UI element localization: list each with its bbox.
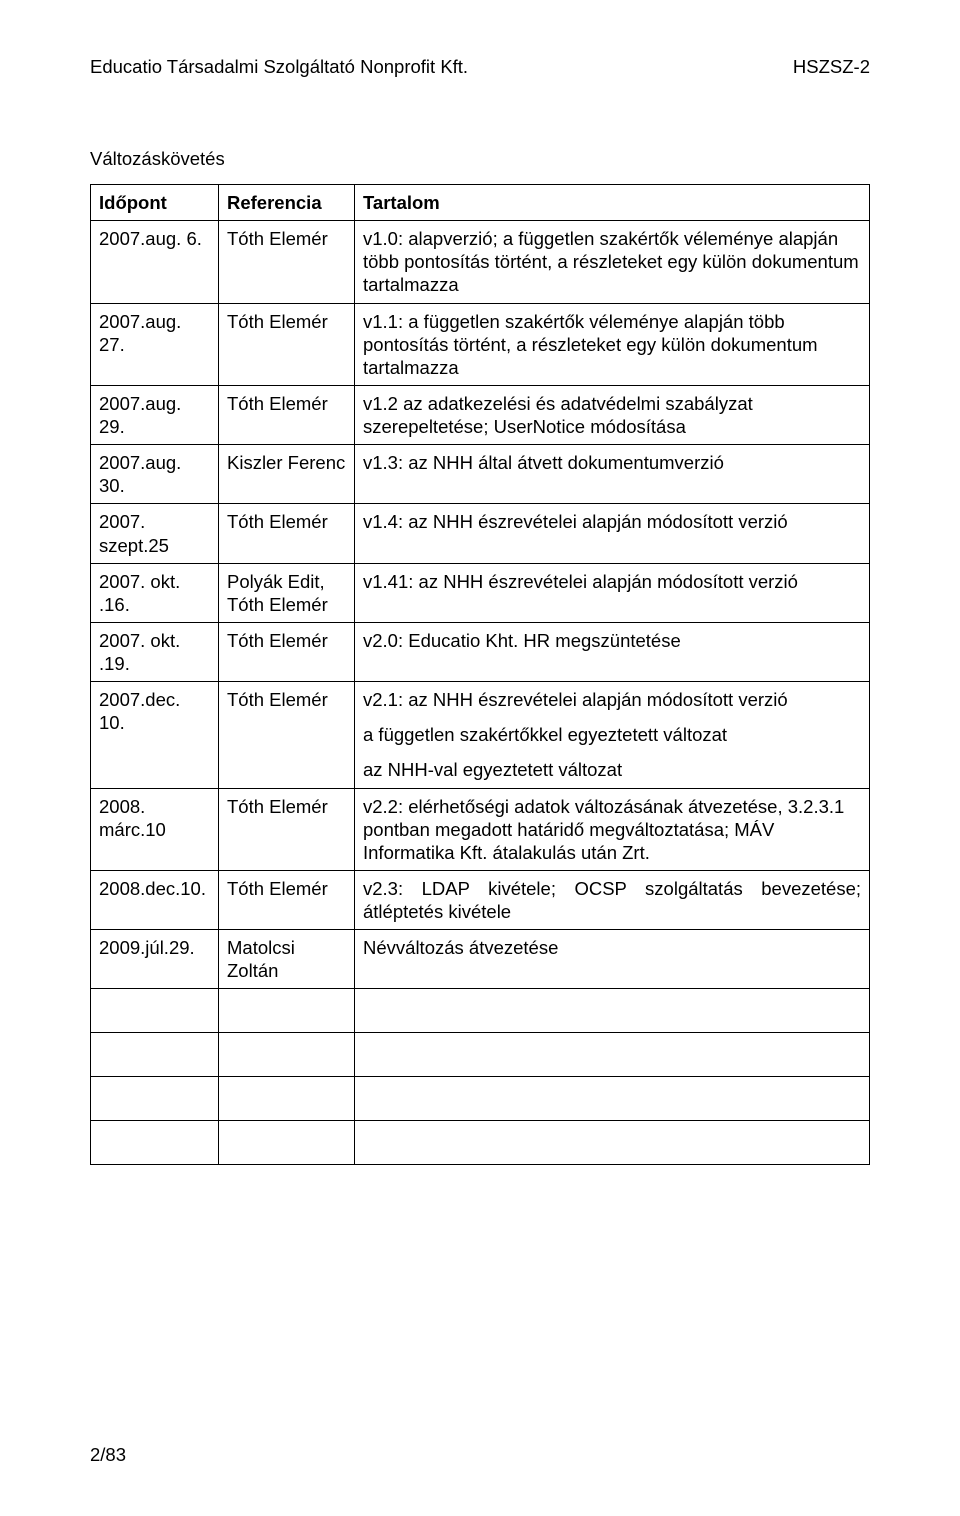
cell-date: 2008. márc.10 <box>91 788 219 870</box>
cell-empty <box>219 1121 355 1165</box>
table-row: 2007. okt. .16.Polyák Edit, Tóth Elemérv… <box>91 563 870 622</box>
cell-empty <box>91 989 219 1033</box>
table-row <box>91 1121 870 1165</box>
table-row: 2008.dec.10.Tóth Elemérv2.3: LDAP kivéte… <box>91 870 870 929</box>
cell-empty <box>355 1033 870 1077</box>
section-title: Változáskövetés <box>90 148 870 170</box>
cell-ref: Polyák Edit, Tóth Elemér <box>219 563 355 622</box>
table-row: 2008. márc.10Tóth Elemérv2.2: elérhetősé… <box>91 788 870 870</box>
table-row: 2007.aug. 27.Tóth Elemérv1.1: a függetle… <box>91 303 870 385</box>
cell-date: 2008.dec.10. <box>91 870 219 929</box>
table-row: 2007.aug. 30.Kiszler Ferencv1.3: az NHH … <box>91 445 870 504</box>
cell-empty <box>355 1077 870 1121</box>
cell-content: v2.3: LDAP kivétele; OCSP szolgáltatás b… <box>355 870 870 929</box>
cell-empty <box>219 1077 355 1121</box>
cell-ref: Tóth Elemér <box>219 622 355 681</box>
cell-empty <box>91 1077 219 1121</box>
cell-date: 2007. okt. .19. <box>91 622 219 681</box>
table-row: 2007.aug. 29.Tóth Elemérv1.2 az adatkeze… <box>91 385 870 444</box>
cell-content: v2.2: elérhetőségi adatok változásának á… <box>355 788 870 870</box>
cell-date: 2007.aug. 30. <box>91 445 219 504</box>
cell-ref: Tóth Elemér <box>219 303 355 385</box>
col-header-date: Időpont <box>91 185 219 221</box>
cell-empty <box>219 989 355 1033</box>
table-row <box>91 989 870 1033</box>
cell-empty <box>219 1033 355 1077</box>
table-row: 2007.dec. 10.Tóth Elemérv2.1: az NHH ész… <box>91 682 870 788</box>
cell-date: 2009.júl.29. <box>91 930 219 989</box>
cell-content: v1.1: a független szakértők véleménye al… <box>355 303 870 385</box>
col-header-ref: Referencia <box>219 185 355 221</box>
changelog-table: Időpont Referencia Tartalom 2007.aug. 6.… <box>90 184 870 1165</box>
cell-ref: Tóth Elemér <box>219 682 355 788</box>
cell-ref: Matolcsi Zoltán <box>219 930 355 989</box>
cell-ref: Tóth Elemér <box>219 870 355 929</box>
cell-date: 2007.aug. 27. <box>91 303 219 385</box>
table-row <box>91 1033 870 1077</box>
table-row: 2007.aug. 6.Tóth Elemérv1.0: alapverzió;… <box>91 221 870 303</box>
cell-content: v2.1: az NHH észrevételei alapján módosí… <box>355 682 870 788</box>
cell-ref: Kiszler Ferenc <box>219 445 355 504</box>
table-row <box>91 1077 870 1121</box>
cell-content: Névváltozás átvezetése <box>355 930 870 989</box>
cell-date: 2007. okt. .16. <box>91 563 219 622</box>
cell-content: v1.3: az NHH által átvett dokumentumverz… <box>355 445 870 504</box>
cell-ref: Tóth Elemér <box>219 221 355 303</box>
cell-empty <box>91 1033 219 1077</box>
cell-ref: Tóth Elemér <box>219 788 355 870</box>
table-row: 2007. szept.25Tóth Elemérv1.4: az NHH és… <box>91 504 870 563</box>
col-header-content: Tartalom <box>355 185 870 221</box>
table-row: 2009.júl.29.Matolcsi ZoltánNévváltozás á… <box>91 930 870 989</box>
page-header: Educatio Társadalmi Szolgáltató Nonprofi… <box>90 56 870 78</box>
cell-date: 2007.dec. 10. <box>91 682 219 788</box>
header-right: HSZSZ-2 <box>793 56 870 78</box>
cell-date: 2007. szept.25 <box>91 504 219 563</box>
cell-content: v1.41: az NHH észrevételei alapján módos… <box>355 563 870 622</box>
cell-content: v2.0: Educatio Kht. HR megszüntetése <box>355 622 870 681</box>
cell-empty <box>355 989 870 1033</box>
cell-empty <box>91 1121 219 1165</box>
cell-content: v1.2 az adatkezelési és adatvédelmi szab… <box>355 385 870 444</box>
cell-empty <box>355 1121 870 1165</box>
cell-ref: Tóth Elemér <box>219 385 355 444</box>
cell-date: 2007.aug. 29. <box>91 385 219 444</box>
table-header-row: Időpont Referencia Tartalom <box>91 185 870 221</box>
cell-content: v1.0: alapverzió; a független szakértők … <box>355 221 870 303</box>
header-left: Educatio Társadalmi Szolgáltató Nonprofi… <box>90 56 468 78</box>
page-footer: 2/83 <box>90 1444 126 1466</box>
table-body: 2007.aug. 6.Tóth Elemérv1.0: alapverzió;… <box>91 221 870 1165</box>
cell-content: v1.4: az NHH észrevételei alapján módosí… <box>355 504 870 563</box>
cell-ref: Tóth Elemér <box>219 504 355 563</box>
cell-date: 2007.aug. 6. <box>91 221 219 303</box>
table-row: 2007. okt. .19.Tóth Elemérv2.0: Educatio… <box>91 622 870 681</box>
